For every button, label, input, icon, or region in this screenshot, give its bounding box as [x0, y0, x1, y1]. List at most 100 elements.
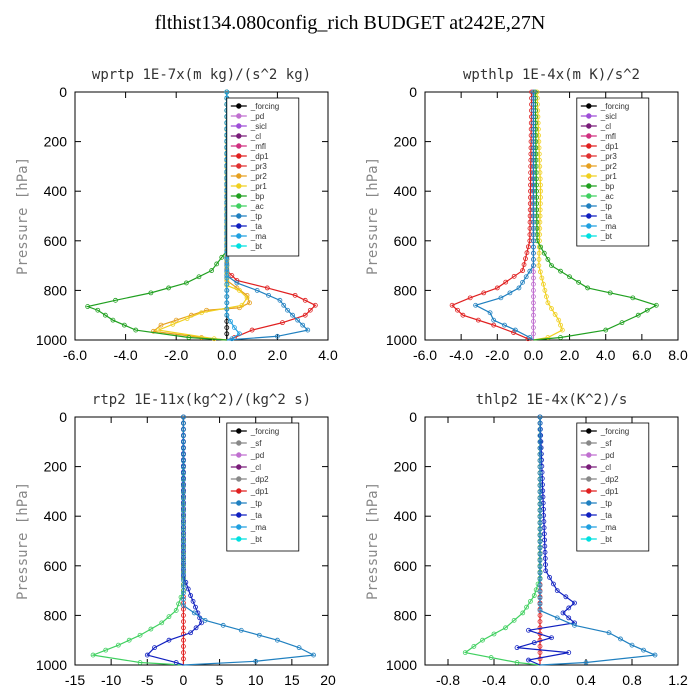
series-marker — [531, 294, 536, 300]
panel-title: rtp2 1E-11x(kg^2)/(kg^2 s) — [92, 392, 311, 408]
legend-label: _tp — [600, 202, 613, 211]
x-tick-label: -6.0 — [413, 347, 437, 363]
chart-panel-thlp2: thlp2 1E-4x(K^2)/s Pressure [hPa] 0 200 400 6… — [365, 392, 688, 688]
series-marker — [537, 539, 543, 545]
plot-frame — [424, 91, 679, 341]
series-marker — [181, 533, 186, 539]
series-marker — [531, 225, 536, 231]
series-marker — [520, 268, 525, 273]
legend-label: _dp1 — [250, 152, 269, 161]
legend-marker — [236, 512, 242, 518]
series-marker — [249, 327, 255, 333]
series-marker — [181, 439, 186, 445]
series-marker — [630, 295, 636, 301]
series-marker — [558, 335, 563, 340]
series-marker — [173, 608, 179, 613]
series-marker — [462, 650, 468, 656]
legend-marker — [586, 123, 592, 129]
figure-title: flthist134.080config_rich BUDGET at242E,… — [154, 12, 546, 34]
x-tick-label: -15 — [65, 672, 85, 688]
series-marker — [280, 320, 285, 326]
series-marker — [181, 427, 186, 432]
legend-marker — [586, 223, 592, 229]
series-marker — [292, 292, 298, 298]
series-marker — [224, 294, 230, 300]
series-marker — [181, 496, 186, 502]
legend-marker — [586, 183, 592, 189]
series-marker — [158, 322, 164, 328]
series-marker — [224, 306, 230, 312]
series-marker — [152, 645, 157, 651]
series-marker — [549, 306, 554, 311]
series-marker — [528, 176, 533, 182]
series-marker — [302, 297, 308, 303]
series-marker — [285, 307, 290, 313]
series-marker — [531, 281, 536, 287]
chart-panel-wpthlp: wpthlp 1E-4x(m K)/s^2 Pressure [hPa] 0 200 4… — [365, 67, 688, 363]
series-marker — [533, 176, 539, 182]
legend-marker — [236, 163, 242, 169]
series-marker — [539, 275, 545, 281]
series-line-ma — [226, 92, 241, 341]
series-marker — [202, 617, 208, 623]
y-axis-label: Pressure [hPa] — [15, 157, 31, 275]
series-marker — [537, 576, 543, 582]
x-tick-label: -0.4 — [482, 672, 506, 688]
y-tick-label: 0 — [409, 84, 417, 100]
series-marker — [224, 300, 230, 306]
series-marker — [524, 604, 529, 610]
legend-label: _cl — [250, 132, 261, 141]
series-marker — [531, 164, 536, 169]
series-marker — [224, 269, 230, 275]
series-marker — [576, 279, 582, 285]
series-marker — [537, 595, 543, 601]
series-marker — [254, 287, 260, 293]
x-tick-label: 0.0 — [217, 347, 237, 363]
x-tick-label: 0.4 — [576, 672, 596, 688]
series-marker — [527, 207, 533, 213]
series-marker — [629, 642, 635, 648]
series-marker — [537, 420, 543, 426]
series-marker — [191, 610, 197, 616]
series-marker — [606, 630, 612, 636]
series-marker — [537, 558, 543, 563]
series-marker — [635, 312, 641, 318]
series-marker — [181, 502, 186, 508]
series-marker — [537, 414, 543, 420]
series-marker — [528, 182, 533, 188]
series-marker — [274, 637, 280, 643]
series-marker — [531, 114, 536, 120]
series-marker — [181, 565, 186, 571]
legend-marker — [236, 123, 242, 129]
legend-label: _bt — [600, 535, 613, 544]
series-line-pr1 — [533, 91, 564, 341]
series-marker — [231, 325, 237, 331]
series-marker — [302, 312, 308, 318]
series-marker — [181, 508, 186, 514]
series-marker — [563, 594, 569, 600]
legend-label: _bt — [250, 535, 263, 544]
legend-marker — [236, 243, 242, 249]
series-marker — [181, 603, 186, 608]
series-marker — [311, 652, 316, 658]
legend-marker — [586, 500, 592, 506]
plot-frame — [74, 416, 329, 666]
legend-label: _forcing — [250, 427, 279, 436]
series-marker — [181, 571, 186, 577]
series-marker — [537, 207, 543, 213]
legend-label: _pd — [250, 112, 264, 121]
legend-label: _forcing — [600, 102, 629, 111]
legend-label: _mfl — [250, 142, 266, 151]
legend-label: _bp — [600, 182, 615, 191]
series-marker — [181, 643, 186, 649]
legend-marker — [236, 536, 242, 542]
series-marker — [533, 170, 539, 175]
y-tick-label: 800 — [44, 607, 68, 623]
series-marker — [181, 546, 186, 552]
legend-marker — [586, 488, 592, 494]
y-tick-label: 200 — [394, 459, 418, 475]
legend-label: _cl — [600, 122, 611, 131]
series-marker — [188, 630, 194, 636]
legend-marker — [586, 213, 592, 219]
series-marker — [537, 650, 543, 656]
